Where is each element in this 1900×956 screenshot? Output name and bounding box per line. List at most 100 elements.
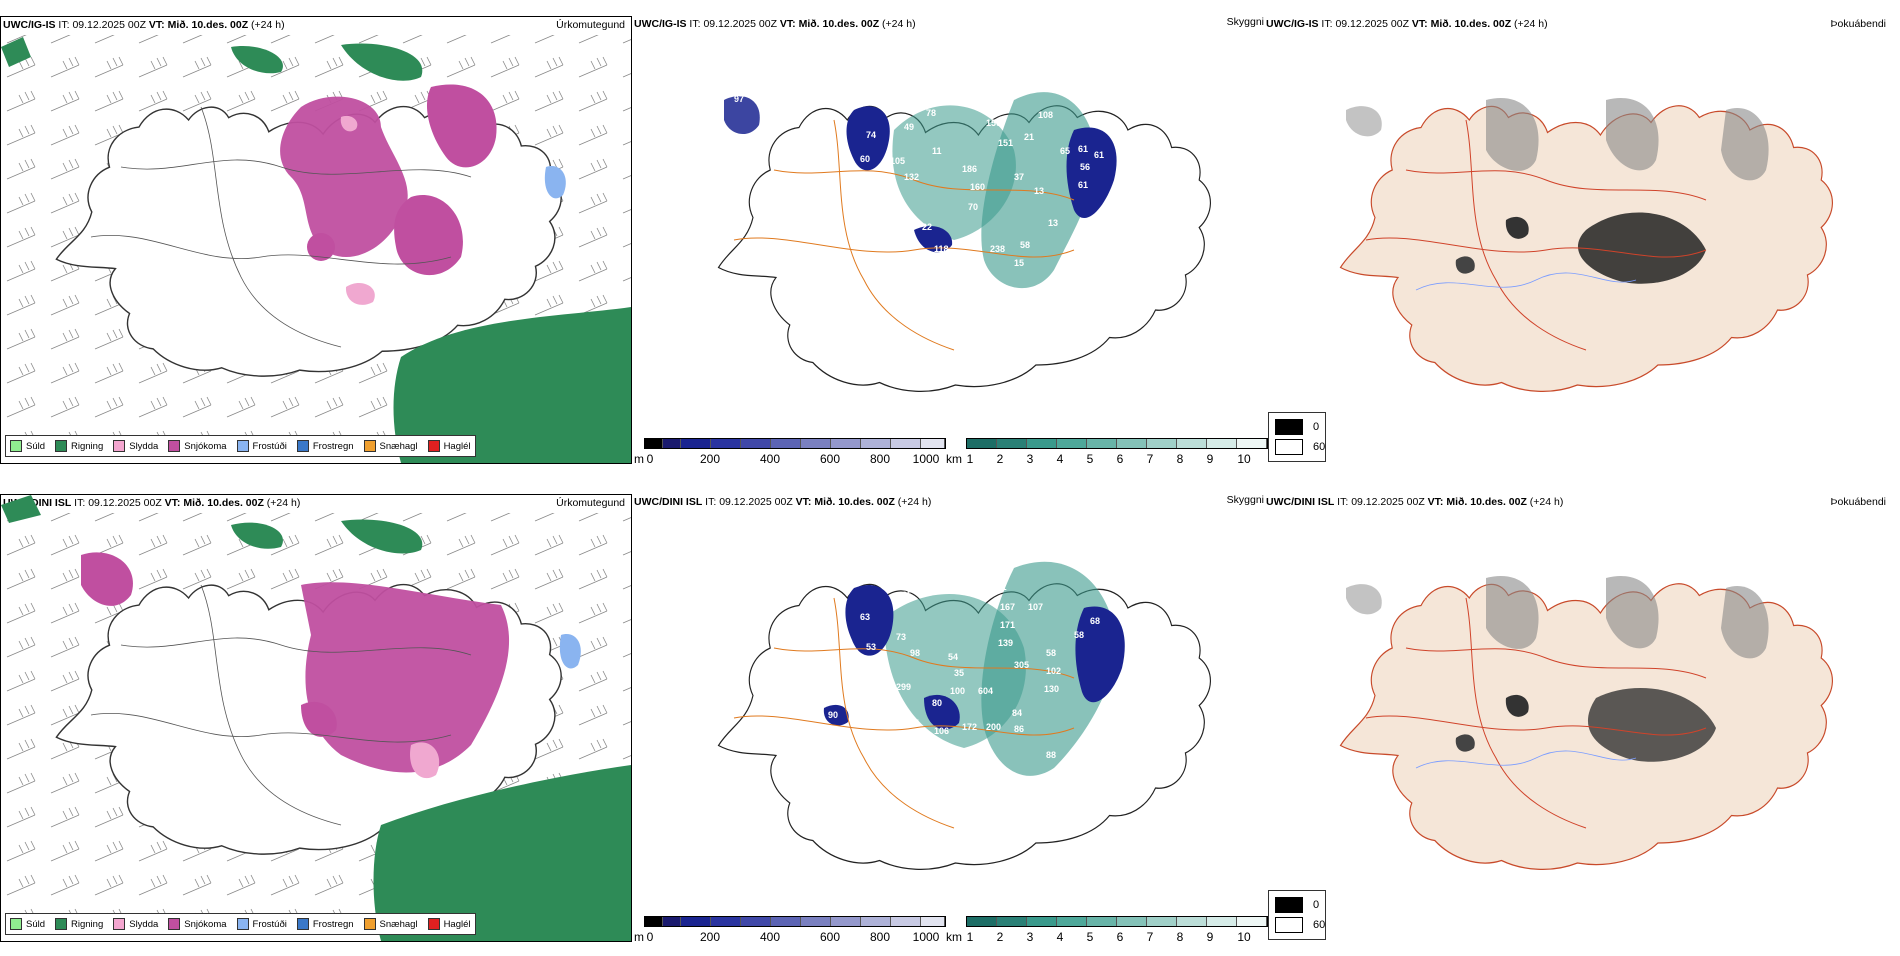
snow-label: 19 (984, 282, 994, 292)
snow-depth-legend-2: m 0 200 400 600 800 1000 (634, 916, 946, 956)
swatch-hail (427, 440, 440, 452)
swatch-black (1275, 419, 1303, 435)
snow-label: 83 (926, 584, 936, 594)
snow-label: 102 (1046, 666, 1061, 676)
colorbar-cell (891, 917, 921, 926)
cloud-legend-row: 60 (1275, 439, 1325, 455)
swatch-hail (427, 918, 440, 930)
cloud-legend-row: 0 (1275, 419, 1319, 435)
snow-label: 13 (1034, 186, 1044, 196)
visibility-map: 97 62 74 60 105 132 49 78 82 77 11 118 1… (716, 86, 1212, 392)
colorbar-cell (1027, 917, 1057, 926)
legend-item: Snjókoma (168, 918, 227, 930)
snow-depth-labels: 108 129 63 53 73 98 65 83 90 299 80 106 … (730, 564, 1100, 866)
colorbar-cell (967, 439, 997, 448)
colorbar-cell (801, 439, 831, 448)
legend-item: Slydda (113, 918, 158, 930)
swatch-frz-rain (296, 918, 309, 930)
swatch-sleet (113, 918, 126, 930)
colorbar-cell (1147, 439, 1177, 448)
snow-label: 108 (730, 586, 745, 596)
legend-item: Súld (10, 918, 45, 930)
legend-item: Snæhagl (363, 918, 418, 930)
snow-label: 49 (904, 122, 914, 132)
colorbar-tick: 3 (1026, 930, 1034, 944)
snow-label: 13 (1048, 218, 1058, 228)
precip-type-panel-1: UWC/IG-IS IT: 09.12.2025 00Z VT: Mið. 10… (0, 16, 632, 464)
colorbar-tick: 7 (1146, 452, 1154, 466)
colorbar-tick: 5 (1086, 930, 1094, 944)
legend-item: Slydda (113, 440, 158, 452)
snow-label: 433 (996, 86, 1011, 96)
colorbar-cell (861, 917, 891, 926)
colorbar-tick: 800 (869, 452, 891, 466)
colorbar-tick: 400 (759, 930, 781, 944)
snow-label: 167 (1000, 602, 1015, 612)
cloud-map (1339, 576, 1834, 870)
colorbar-tick: 600 (819, 930, 841, 944)
snow-label: 63 (884, 700, 894, 710)
snow-label: 61 (1078, 144, 1088, 154)
swatch-snow-grains (363, 918, 376, 930)
snow-label: 305 (1014, 660, 1029, 670)
snow-label: 35 (954, 668, 964, 678)
colorbar-cell (645, 439, 663, 448)
visibility-colorbar (966, 916, 1268, 927)
colorbar-tick: 5 (1086, 452, 1094, 466)
colorbar-cell (1177, 917, 1207, 926)
colorbar-tick: 800 (869, 930, 891, 944)
colorbar-cell (921, 917, 945, 926)
snow-label: 53 (866, 642, 876, 652)
snow-label: 172 (962, 722, 977, 732)
snow-label: 65 (1060, 146, 1070, 156)
snow-label: 74 (866, 130, 876, 140)
colorbar-tick: 9 (1206, 930, 1214, 944)
colorbar-tick: 6 (1116, 452, 1124, 466)
precip-legend: Súld Rigning Slydda Snjókoma Frostúði Fr… (5, 435, 476, 457)
swatch-drizzle (10, 440, 22, 452)
row-1: UWC/IG-IS IT: 09.12.2025 00Z VT: Mið. 10… (0, 0, 1900, 475)
legend-item: Rigning (55, 440, 103, 452)
colorbar-tick: 10 (1237, 452, 1251, 466)
swatch-drizzle (10, 918, 22, 930)
visibility-label: Skyggni (1226, 16, 1264, 28)
colorbar-tick: 7 (1146, 930, 1154, 944)
colorbar-cell (967, 917, 997, 926)
colorbar-cell (1117, 917, 1147, 926)
snow-label: 60 (860, 154, 870, 164)
snow-label: 56 (1080, 162, 1090, 172)
visibility-map: 108 129 63 53 73 98 65 83 90 299 80 106 … (717, 561, 1212, 870)
colorbar-tick: 400 (759, 452, 781, 466)
precip-map (1, 35, 631, 463)
precip-type-label: Úrkomutegund (556, 497, 625, 509)
colorbar-tick: 200 (699, 452, 721, 466)
cloud-map (1339, 98, 1834, 392)
snow-label: 65 (902, 590, 912, 600)
swatch-rain (55, 440, 68, 452)
colorbar-tick: 8 (1176, 452, 1184, 466)
swatch-frz-rain (296, 440, 309, 452)
cloud-legend-row: 60 (1275, 917, 1325, 933)
legend-item: Frostregn (296, 440, 354, 452)
colorbar-tick: 600 (819, 452, 841, 466)
colorbar-tick: 8 (1176, 930, 1184, 944)
snow-depth-unit: m (634, 452, 644, 466)
colorbar-tick: 1000 (912, 930, 940, 944)
colorbar-cell (1057, 917, 1087, 926)
legend-item: Súld (10, 440, 45, 452)
colorbar-tick: 1 (966, 930, 974, 944)
snow-label: 135 (904, 718, 919, 728)
snow-label: 88 (1046, 750, 1056, 760)
legend-item: Frostúði (236, 440, 287, 452)
snow-label: 200 (986, 722, 1001, 732)
visibility-unit: km (946, 930, 962, 944)
colorbar-cell (771, 439, 801, 448)
legend-item: Haglél (427, 440, 471, 452)
visibility-colorbar (966, 438, 1268, 449)
colorbar-cell (1237, 917, 1267, 926)
snow-label: 54 (948, 652, 958, 662)
precip-legend: Súld Rigning Slydda Snjókoma Frostúði Fr… (5, 913, 476, 935)
visibility-legend-2: km 1 2 3 4 5 6 7 8 9 10 (946, 916, 1268, 956)
snow-label: 139 (998, 638, 1013, 648)
snow-label: 80 (932, 698, 942, 708)
